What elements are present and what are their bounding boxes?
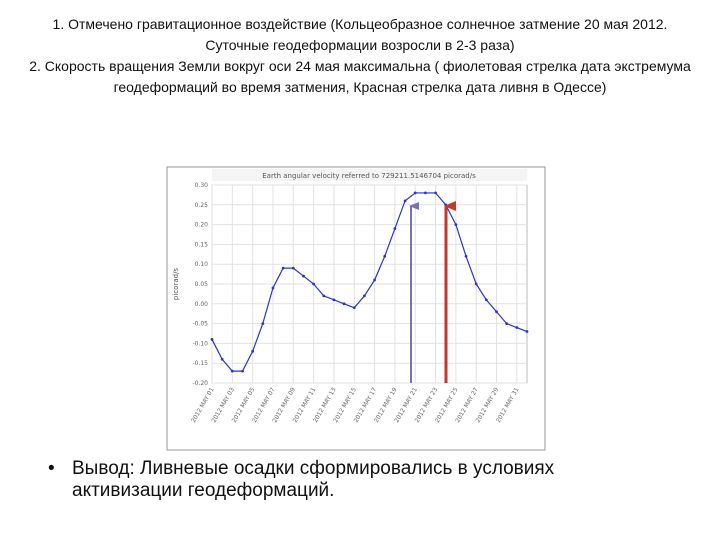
data-point <box>342 302 346 306</box>
data-point <box>322 294 326 298</box>
y-tick-label: -0.05 <box>192 321 208 328</box>
data-point <box>312 282 316 286</box>
y-tick-label: 0.20 <box>195 222 209 229</box>
y-axis-label: picorad/s <box>172 268 180 300</box>
data-point <box>413 191 417 195</box>
data-point <box>220 357 224 361</box>
data-point <box>434 191 437 195</box>
title-strip <box>212 169 527 181</box>
note-line: 1. Отмечено гравитационное воздействие (… <box>52 16 668 32</box>
note-line: 2. Скорость вращения Земли вокруг оси 24… <box>29 58 691 74</box>
data-point <box>495 310 498 314</box>
y-tick-label: 0.10 <box>195 261 209 268</box>
data-point <box>484 298 488 302</box>
data-point <box>210 338 214 341</box>
y-tick-label: -0.15 <box>192 360 208 367</box>
note-line: геодеформаций во время затмения, Красная… <box>113 79 607 95</box>
data-point <box>454 223 458 227</box>
data-point <box>474 282 478 286</box>
data-point <box>241 369 244 373</box>
y-tick-label: 0.15 <box>195 241 209 248</box>
data-point <box>423 191 427 195</box>
data-point <box>403 199 407 203</box>
data-point <box>393 227 397 230</box>
conclusion-text: Вывод: Ливневые осадки сформировались в … <box>72 458 555 501</box>
data-point <box>261 322 265 325</box>
note-line: Суточные геодеформации возросли в 2-3 ра… <box>205 37 515 53</box>
chart-title: Earth angular velocity referred to 72921… <box>262 172 476 180</box>
data-point <box>373 278 376 282</box>
data-point <box>291 266 295 270</box>
data-point <box>230 369 234 373</box>
y-tick-label: -0.10 <box>192 340 208 347</box>
data-point <box>251 349 255 353</box>
data-point <box>515 326 519 329</box>
data-point <box>525 330 529 333</box>
data-point <box>352 306 356 310</box>
y-tick-label: 0.05 <box>195 281 209 288</box>
y-tick-label: -0.20 <box>192 380 208 387</box>
data-point <box>444 203 448 207</box>
y-tick-label: 0.25 <box>195 202 209 209</box>
data-point <box>281 266 285 270</box>
bullet: • <box>48 458 55 479</box>
y-tick-label: 0.00 <box>195 301 209 308</box>
data-line <box>211 192 528 372</box>
data-point <box>302 274 305 278</box>
data-point <box>505 322 509 325</box>
data-point <box>464 254 468 258</box>
data-point <box>332 298 336 302</box>
data-point <box>383 254 387 258</box>
y-tick-label: 0.30 <box>195 182 209 189</box>
conclusion: • Вывод: Ливневые осадки сформировались … <box>48 458 648 502</box>
data-point <box>271 286 275 290</box>
notes: 1. Отмечено гравитационное воздействие (… <box>0 14 720 98</box>
data-point <box>363 294 366 298</box>
